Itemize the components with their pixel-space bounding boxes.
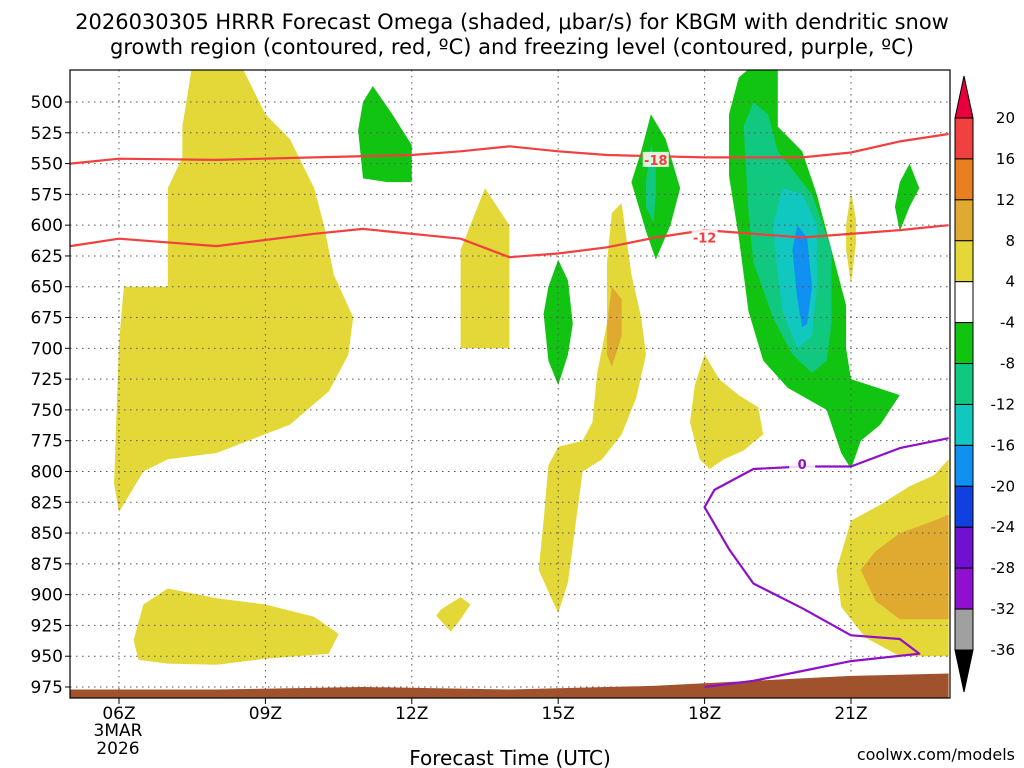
contour-label-bg-dgz_top	[642, 151, 669, 167]
x-axis-ticks: 06Z 09Z 12Z 15Z 18Z 21Z	[102, 698, 868, 724]
contour-dgz_bottom	[70, 224, 949, 259]
colorbar-label: 4	[1005, 273, 1015, 291]
contour-label-bg-dgz_bottom	[691, 229, 718, 245]
y-tick-label-750: 750	[31, 401, 63, 421]
x-tick-label-18Z: 18Z	[688, 704, 721, 724]
terrain-layer	[70, 673, 949, 698]
colorbar: 20 16 12 8 4 -4 -8 -12 -16 -20 -24 -28 -32 -36	[954, 75, 1016, 693]
omega-region-green-22z	[894, 163, 920, 232]
x-tick-label-15Z: 15Z	[542, 704, 575, 724]
x-tick-label-21Z: 21Z	[834, 704, 867, 724]
omega-region-yellow-15z-16z	[538, 203, 646, 614]
y-tick-label-700: 700	[31, 339, 63, 359]
omega-shading-layer	[114, 70, 949, 665]
y-tick-label-900: 900	[31, 586, 63, 606]
omega-region-blue-20z	[792, 225, 812, 328]
contour-label-dgz_bottom: -12	[693, 231, 717, 246]
colorbar-box	[954, 526, 974, 569]
plot-frame	[69, 69, 951, 699]
x-tick-label-09Z: 09Z	[249, 704, 282, 724]
contour-label-freezing_level: 0	[798, 458, 807, 473]
omega-region-green-17z	[631, 114, 681, 260]
colorbar-label: -12	[991, 395, 1016, 413]
colorbar-bottom-triangle	[954, 649, 974, 693]
colorbar-label: -28	[991, 559, 1016, 577]
y-tick-label-775: 775	[31, 432, 63, 452]
x-tick-label-12Z: 12Z	[395, 704, 428, 724]
y-axis-ticks: 500 525 550 575 600 625 650 675 700 725 750 775 800 8…	[31, 93, 70, 698]
omega-region-yellow-lower-left	[133, 588, 339, 665]
contour-dgz_top	[70, 132, 949, 165]
colorbar-label: 20	[996, 109, 1015, 127]
omega-region-green-11z	[358, 86, 412, 183]
colorbar-label: -24	[991, 518, 1016, 536]
y-tick-label-825: 825	[31, 493, 63, 513]
y-tick-label-650: 650	[31, 278, 63, 298]
colorbar-box	[954, 363, 974, 405]
colorbar-box	[954, 117, 974, 160]
colorbar-label: -32	[991, 600, 1016, 618]
colorbar-box	[954, 485, 974, 528]
contour-layer: -18 -12 0	[70, 132, 949, 689]
colorbar-label: -16	[991, 436, 1016, 454]
colorbar-box	[954, 158, 974, 201]
y-tick-label-725: 725	[31, 370, 63, 390]
omega-region-yellow-upper-left	[114, 70, 354, 513]
omega-region-yellow-18z	[690, 354, 764, 469]
y-tick-label-925: 925	[31, 616, 63, 636]
colorbar-box	[954, 444, 974, 487]
colorbar-box	[954, 240, 974, 283]
x-tick-label-06Z: 06Z	[102, 704, 135, 724]
colorbar-box	[954, 199, 974, 242]
watermark: coolwx.com/models	[857, 745, 1015, 764]
omega-region-yellow-small-13z	[436, 597, 471, 632]
colorbar-label: 12	[996, 191, 1015, 209]
omega-region-yellow-13z-column	[460, 188, 510, 349]
y-tick-label-675: 675	[31, 309, 63, 329]
terrain-band	[70, 673, 949, 698]
colorbar-label: -4	[1000, 314, 1015, 332]
colorbar-box	[954, 322, 974, 365]
y-tick-label-575: 575	[31, 185, 63, 205]
y-tick-label-875: 875	[31, 555, 63, 575]
y-tick-label-625: 625	[31, 247, 63, 267]
y-tick-label-850: 850	[31, 524, 63, 544]
y-tick-label-600: 600	[31, 216, 63, 236]
y-tick-label-525: 525	[31, 124, 63, 144]
contour-label-bg-freezing_level	[789, 456, 816, 472]
colorbar-top-triangle	[954, 75, 974, 119]
date-label-year: 2026	[96, 739, 139, 759]
colorbar-box	[954, 403, 974, 446]
date-label-day: 3MAR	[94, 721, 143, 741]
chart-title-line1: 2026030305 HRRR Forecast Omega (shaded, …	[75, 10, 949, 34]
omega-region-orange-16z	[607, 286, 622, 367]
x-axis-label: Forecast Time (UTC)	[409, 746, 611, 768]
colorbar-label: -8	[1000, 355, 1015, 373]
y-tick-label-950: 950	[31, 647, 63, 667]
contour-freezing_level	[703, 437, 949, 689]
y-tick-label-975: 975	[31, 678, 63, 698]
y-tick-label-500: 500	[31, 93, 63, 113]
colorbar-box	[954, 281, 974, 324]
colorbar-box	[954, 567, 974, 610]
colorbar-label: 8	[1005, 232, 1015, 250]
chart-title-line2: growth region (contoured, red, ºC) and f…	[110, 35, 914, 59]
colorbar-label: -20	[991, 477, 1016, 495]
colorbar-label: -36	[991, 641, 1016, 659]
colorbar-box	[954, 608, 974, 651]
y-tick-label-550: 550	[31, 155, 63, 175]
omega-region-orange-lower-right	[860, 514, 949, 620]
y-tick-label-800: 800	[31, 462, 63, 482]
colorbar-label: 16	[996, 150, 1015, 168]
contour-label-dgz_top: -18	[644, 154, 668, 169]
